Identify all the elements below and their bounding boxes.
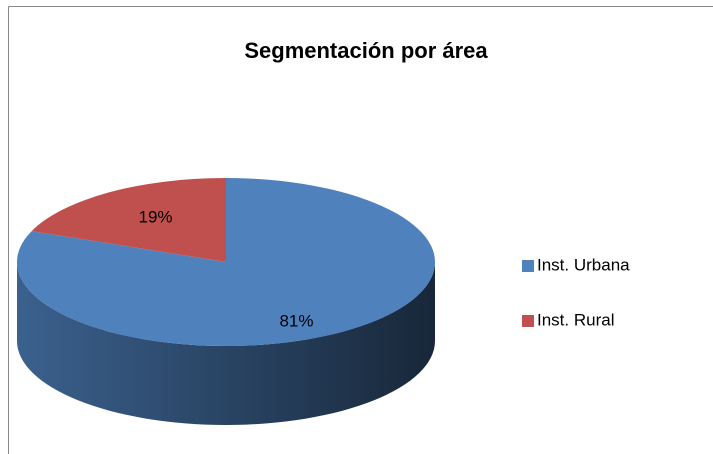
legend-swatch	[522, 315, 534, 327]
legend-label: Inst. Rural	[537, 310, 614, 329]
pie-side	[17, 262, 435, 425]
chart-title: Segmentación por área	[244, 38, 488, 63]
pie-slice	[31, 178, 227, 262]
legend-label: Inst. Urbana	[537, 255, 630, 274]
legend-swatch	[522, 260, 534, 272]
data-label: 81%	[279, 312, 313, 331]
pie-slice	[16, 178, 435, 347]
data-label: 19%	[138, 207, 172, 226]
